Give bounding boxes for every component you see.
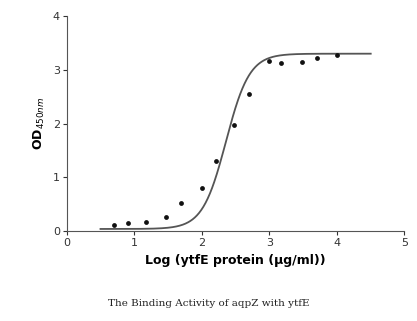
Point [313,56,320,61]
Point [198,186,205,191]
Point [278,61,285,66]
Point [298,59,305,64]
Point [143,219,150,224]
Point [111,223,117,228]
Point [163,214,170,219]
Text: The Binding Activity of aqpZ with ytfE: The Binding Activity of aqpZ with ytfE [108,299,309,308]
Y-axis label: OD$_{450nm}$: OD$_{450nm}$ [32,97,47,150]
Point [124,220,131,225]
Point [231,123,237,128]
Point [334,53,340,58]
Point [266,59,273,64]
Point [246,91,252,97]
Point [178,200,185,205]
X-axis label: Log (ytfE protein (μg/ml)): Log (ytfE protein (μg/ml)) [145,254,326,267]
Point [212,159,219,164]
